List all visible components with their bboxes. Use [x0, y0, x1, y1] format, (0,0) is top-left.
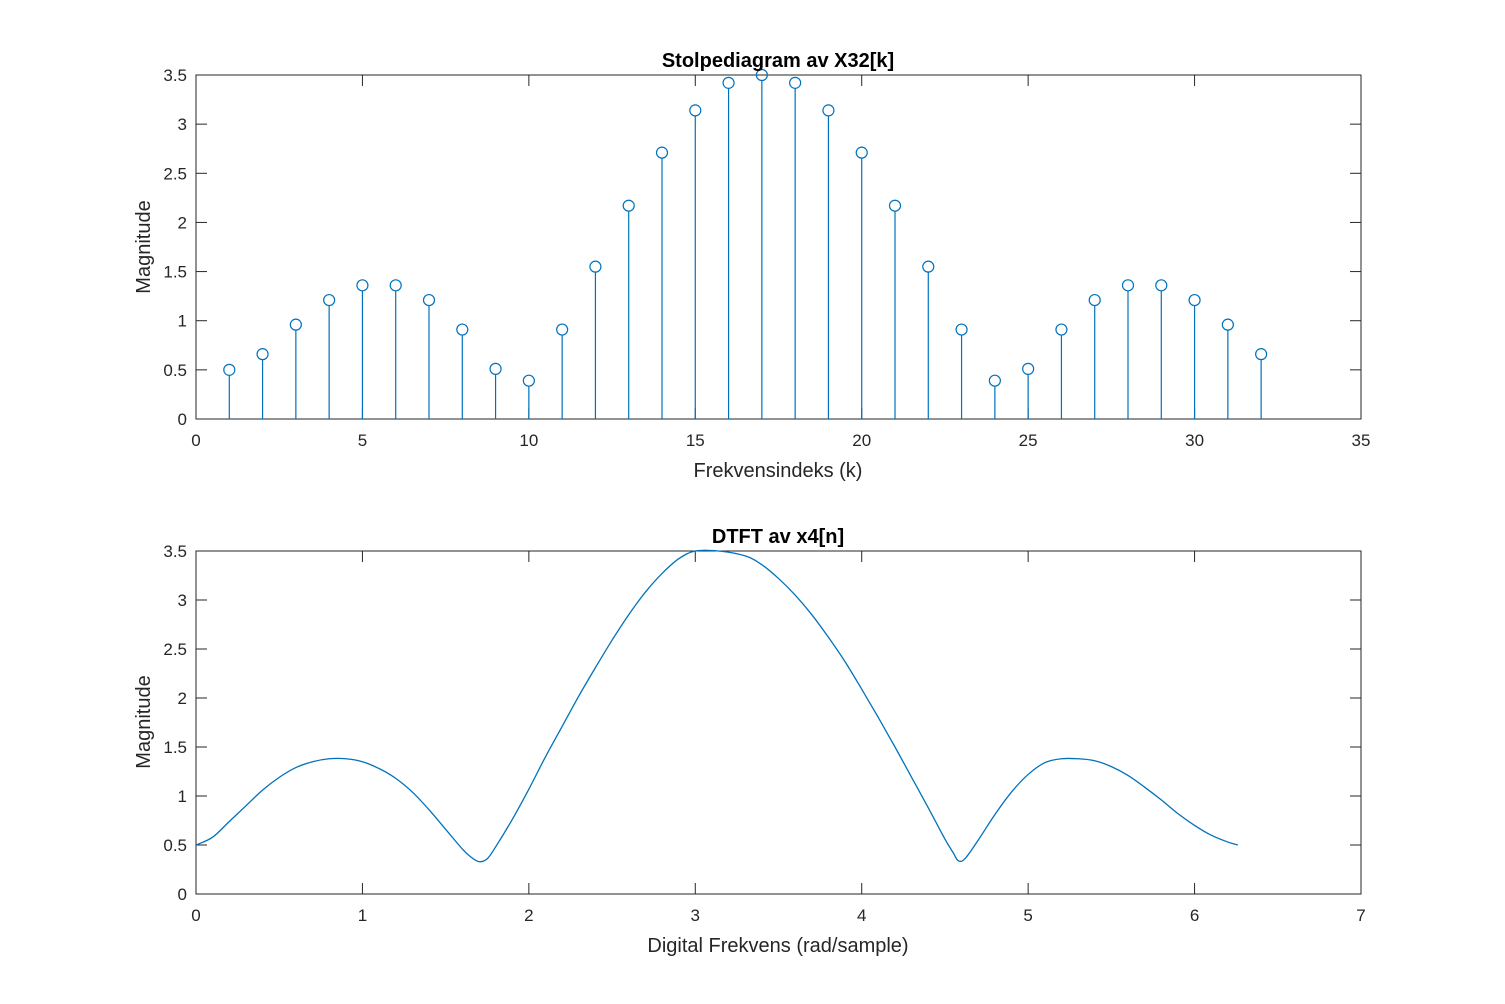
- chart-title-top: Stolpediagram av X32[k]: [662, 50, 894, 72]
- stem-marker: [356, 279, 369, 292]
- x-tick-label: 10: [519, 431, 538, 450]
- stem-marker: [755, 68, 768, 82]
- x-tick-label: 5: [358, 431, 367, 450]
- y-tick-label: 1: [178, 312, 187, 331]
- line-series: [195, 549, 1239, 863]
- stem-marker: [855, 146, 868, 159]
- x-tick-label: 20: [852, 431, 871, 450]
- stem-marker: [689, 104, 702, 117]
- stem-marker: [1055, 323, 1068, 336]
- x-tick-label: 0: [191, 431, 200, 450]
- stem-marker: [323, 293, 336, 307]
- stem-marker: [289, 318, 302, 331]
- y-tick-label: 1.5: [163, 263, 187, 282]
- plot-area-bottom: [195, 550, 1362, 895]
- stem-marker: [522, 374, 535, 387]
- x-axis-label-top: Frekvensindeks (k): [694, 460, 863, 482]
- x-tick-label: 4: [857, 906, 866, 925]
- stem-marker: [955, 323, 968, 336]
- stem-marker: [456, 323, 469, 336]
- stem-marker: [489, 362, 502, 375]
- y-tick-label: 3: [178, 115, 187, 134]
- stem-marker: [789, 76, 802, 89]
- stem-marker: [256, 348, 269, 361]
- x-tick-label: 15: [686, 431, 705, 450]
- stem-marker: [1088, 293, 1101, 307]
- y-tick-label: 1: [178, 787, 187, 806]
- stem-marker: [988, 374, 1001, 387]
- x-tick-label: 3: [691, 906, 700, 925]
- stem-marker: [1121, 279, 1135, 292]
- x-axis-label-bottom: Digital Frekvens (rad/sample): [647, 935, 908, 957]
- axis-ticks-bottom: 0 1 2 3 4 5 6 7 0 0.5 1 1.5 2 2.5 3 3.5: [163, 542, 1365, 925]
- stem-series: [223, 68, 1268, 419]
- stem-plot-axes: 0 5 10 15 20 25 30 35 0 0.5 1 1.5 2 2.5 3 3.5 Stolpedia…: [133, 50, 1370, 482]
- stem-marker: [722, 76, 735, 89]
- stem-marker: [1155, 279, 1168, 292]
- stem-marker: [655, 146, 669, 159]
- stem-marker: [589, 260, 602, 273]
- y-axis-label-bottom: Magnitude: [133, 675, 155, 768]
- x-tick-label: 2: [524, 906, 533, 925]
- x-tick-label: 5: [1023, 906, 1032, 925]
- stem-marker: [622, 199, 635, 212]
- stem-marker: [556, 323, 569, 336]
- y-axis-label-top: Magnitude: [133, 200, 155, 293]
- line-plot-axes: 0 1 2 3 4 5 6 7 0 0.5 1 1.5 2 2.5 3 3.5 DTFT av x4[n] D…: [133, 526, 1366, 957]
- x-tick-label: 30: [1185, 431, 1204, 450]
- stem-marker: [922, 260, 935, 273]
- plot-area-top: [195, 74, 1362, 420]
- x-tick-label: 25: [1019, 431, 1038, 450]
- y-tick-label: 3.5: [163, 542, 187, 561]
- x-tick-label: 35: [1352, 431, 1371, 450]
- y-tick-label: 2.5: [163, 164, 187, 183]
- stem-marker: [223, 363, 236, 376]
- x-tick-label: 6: [1190, 906, 1199, 925]
- y-tick-label: 2.5: [163, 640, 187, 659]
- y-tick-label: 3: [178, 591, 187, 610]
- y-tick-label: 0: [178, 410, 187, 429]
- y-tick-label: 0: [178, 885, 187, 904]
- y-tick-label: 0.5: [163, 361, 187, 380]
- stem-marker: [422, 293, 436, 307]
- stem-marker: [1022, 362, 1035, 375]
- x-tick-label: 7: [1356, 906, 1365, 925]
- stem-marker: [389, 279, 402, 292]
- y-tick-label: 2: [178, 689, 187, 708]
- y-tick-label: 3.5: [163, 66, 187, 85]
- stem-marker: [1255, 348, 1268, 361]
- stem-marker: [888, 199, 902, 212]
- y-tick-label: 1.5: [163, 738, 187, 757]
- y-tick-label: 2: [178, 213, 187, 232]
- x-tick-label: 0: [191, 906, 200, 925]
- chart-title-bottom: DTFT av x4[n]: [712, 526, 844, 548]
- stem-marker: [1221, 318, 1234, 331]
- dtft-magnitude-line: [195, 549, 1239, 863]
- axis-ticks-top: 0 5 10 15 20 25 30 35 0 0.5 1 1.5 2 2.5 3 3.5: [163, 66, 1370, 450]
- stem-marker: [1188, 293, 1201, 307]
- stem-marker: [822, 104, 835, 117]
- x-tick-label: 1: [358, 906, 367, 925]
- y-tick-label: 0.5: [163, 836, 187, 855]
